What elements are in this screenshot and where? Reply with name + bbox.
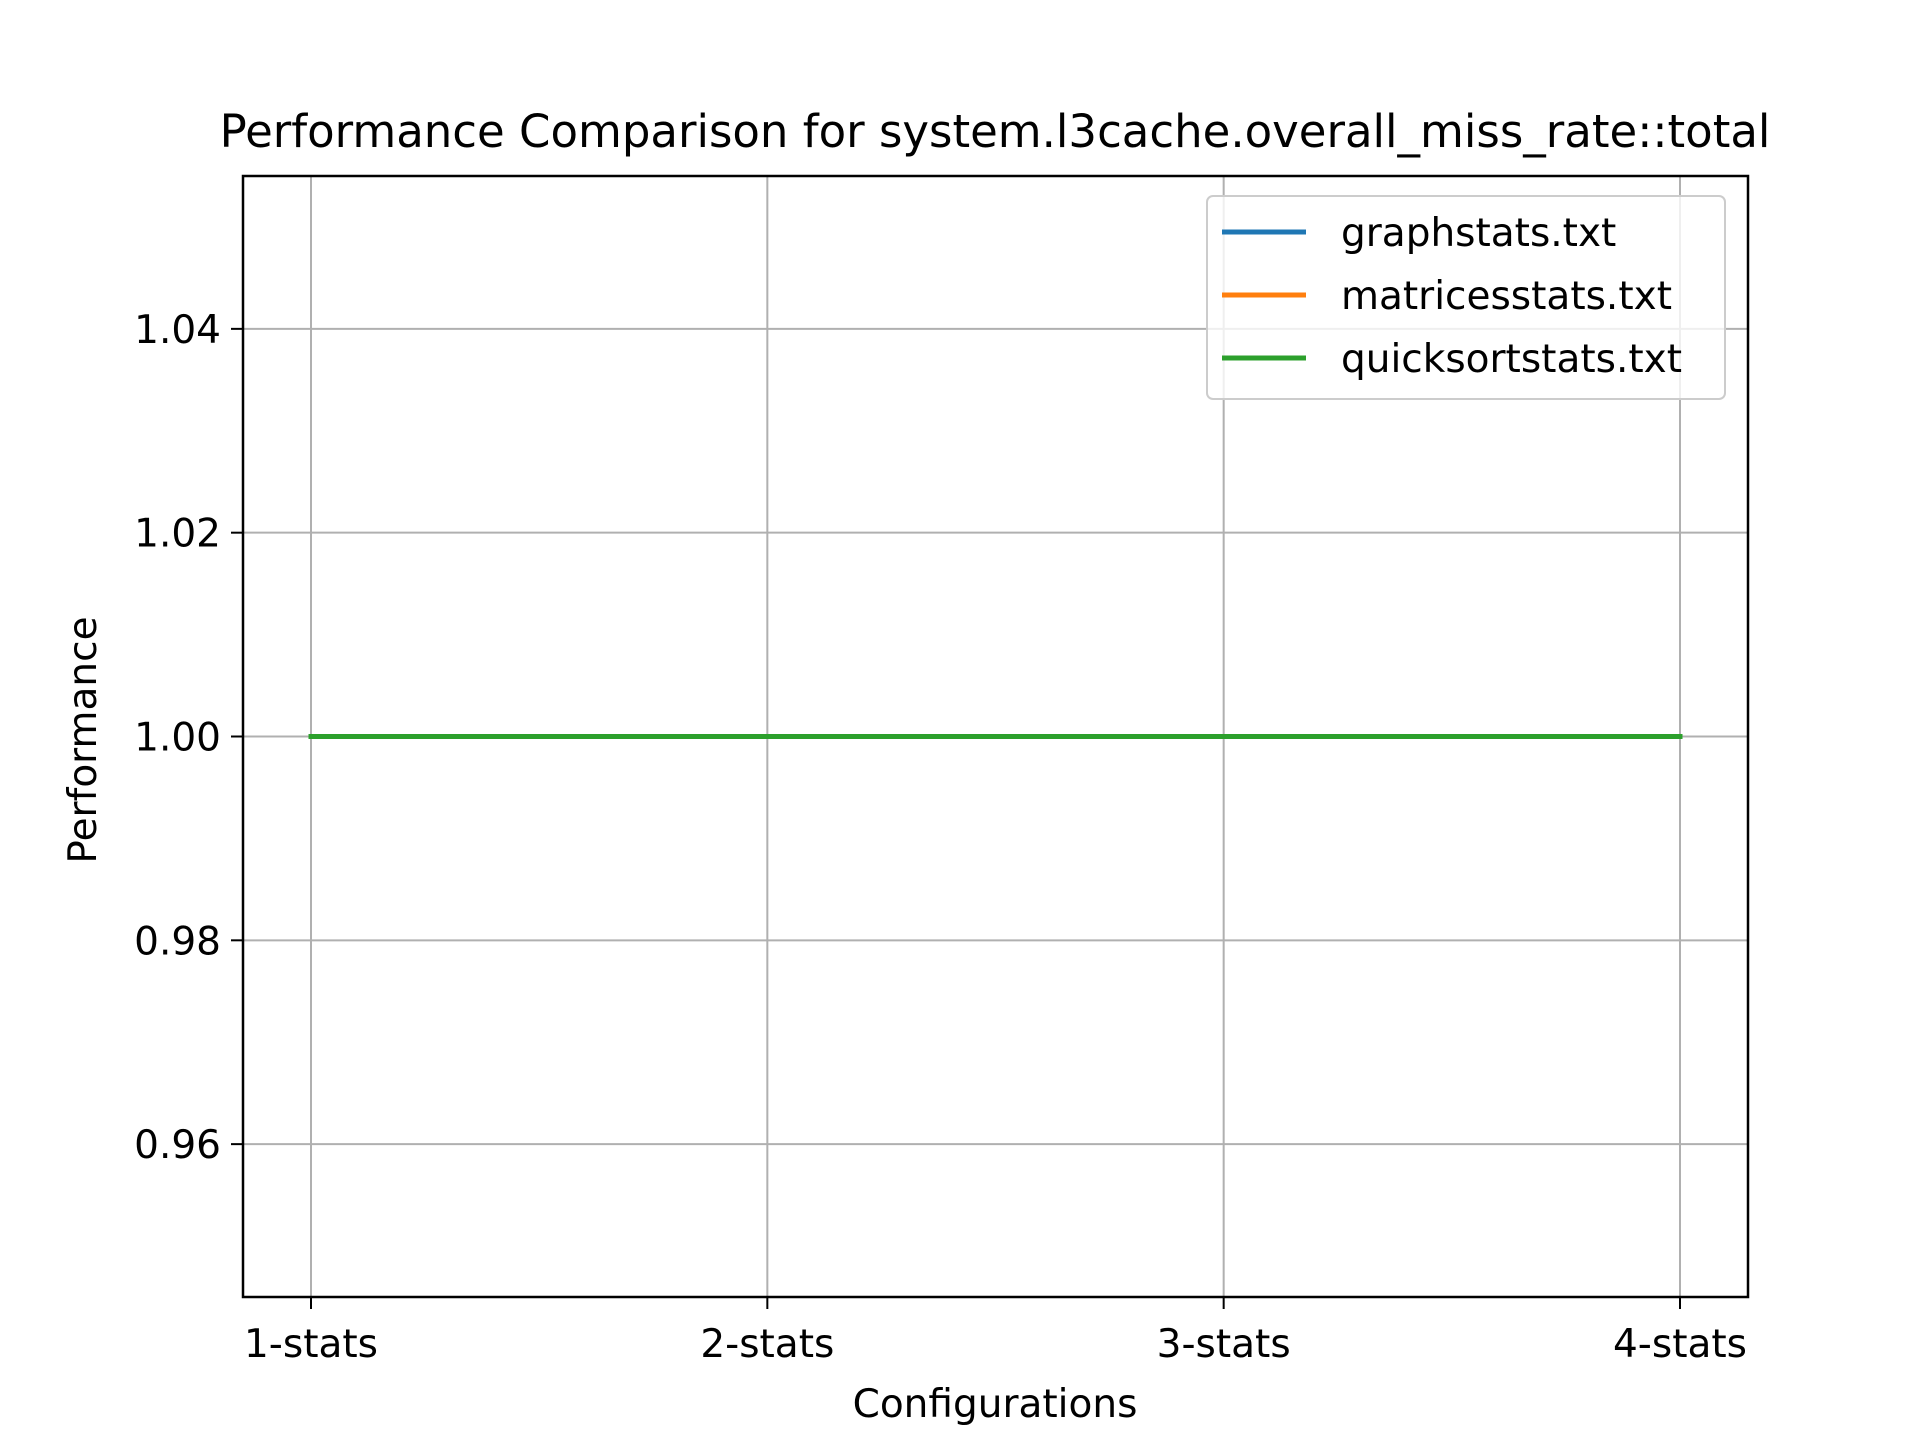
- y-axis-label: Performance: [61, 616, 106, 863]
- legend: graphstats.txt matricesstats.txt quicksort…: [1206, 195, 1726, 400]
- y-tick-label: 0.96: [134, 1123, 221, 1168]
- x-tick-label: 1-stats: [244, 1322, 378, 1367]
- legend-label: graphstats.txt: [1341, 211, 1616, 256]
- y-tick-label: 0.98: [134, 919, 221, 964]
- x-axis-label: Configurations: [853, 1382, 1138, 1427]
- legend-label: quicksortstats.txt: [1341, 337, 1682, 382]
- x-tick-label: 3-stats: [1157, 1322, 1291, 1367]
- chart-title: Performance Comparison for system.l3cach…: [220, 105, 1771, 158]
- x-tick-label: 2-stats: [700, 1322, 834, 1367]
- x-tick-label: 4-stats: [1613, 1322, 1747, 1367]
- axis-ticks: 1-stats 2-stats 3-stats 4-stats 0.96 0.98 1.00…: [134, 308, 1747, 1367]
- y-tick-label: 1.02: [134, 512, 221, 557]
- legend-label: matricesstats.txt: [1341, 274, 1672, 319]
- y-tick-label: 1.04: [134, 308, 221, 353]
- legend-frame: [1206, 195, 1726, 400]
- y-tick-label: 1.00: [134, 716, 221, 761]
